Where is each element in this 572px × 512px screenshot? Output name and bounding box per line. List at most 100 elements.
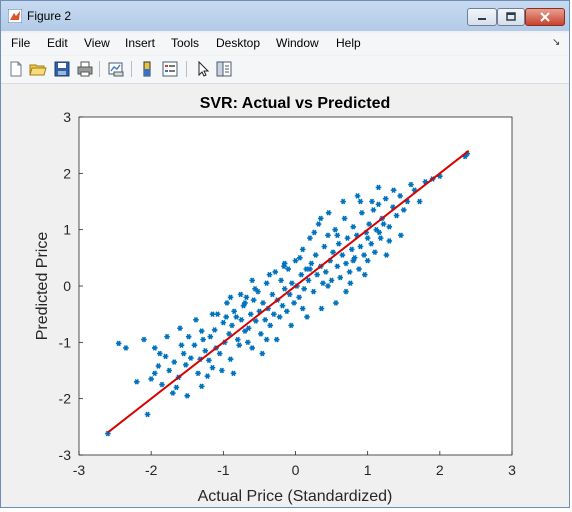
data-point — [350, 224, 357, 230]
data-point — [249, 345, 255, 351]
data-point — [191, 342, 198, 348]
minimize-icon — [478, 18, 486, 20]
close-button[interactable] — [525, 8, 565, 26]
data-point — [315, 221, 322, 227]
data-point — [273, 336, 280, 343]
data-point — [164, 333, 170, 340]
data-point — [269, 291, 276, 298]
data-point — [291, 300, 297, 306]
data-point — [202, 347, 209, 354]
data-point — [348, 246, 355, 253]
menu-overflow-arrow-icon[interactable]: ↘ — [552, 37, 561, 48]
data-point — [216, 350, 223, 357]
legend-icon[interactable] — [161, 60, 179, 78]
data-point — [289, 280, 295, 287]
data-point — [245, 325, 252, 332]
data-point — [386, 224, 393, 230]
data-point — [211, 327, 218, 333]
data-point — [284, 308, 290, 315]
data-point — [356, 266, 362, 272]
data-point — [297, 255, 303, 261]
data-point — [263, 336, 270, 343]
data-point — [260, 300, 266, 306]
data-point — [298, 271, 305, 278]
data-point — [285, 266, 292, 272]
data-point — [279, 302, 286, 309]
save-icon[interactable] — [53, 60, 71, 78]
data-point — [177, 325, 183, 332]
data-point — [307, 266, 313, 272]
data-point — [242, 300, 248, 306]
y-tick-label: 2 — [63, 165, 71, 181]
x-tick-label: -2 — [145, 462, 158, 478]
data-point — [376, 229, 383, 236]
data-point — [281, 260, 288, 267]
data-point — [276, 314, 283, 320]
data-point — [357, 243, 364, 250]
data-point — [252, 285, 258, 292]
menu-tools[interactable]: Tools — [171, 36, 200, 50]
data-point — [361, 252, 367, 258]
x-tick-label: -3 — [73, 462, 86, 478]
maximize-button[interactable] — [497, 8, 525, 26]
y-axis: 3 2 1 0 -1 -2 -3 — [59, 109, 83, 463]
data-point — [346, 269, 353, 275]
data-point — [170, 390, 176, 396]
title-bar[interactable]: Figure 2 — [1, 1, 569, 31]
print-icon[interactable] — [76, 60, 94, 78]
minimize-button[interactable] — [467, 8, 497, 26]
colorbar-icon[interactable] — [138, 60, 156, 78]
data-point — [255, 288, 261, 295]
data-point — [400, 207, 407, 213]
property-editor-icon[interactable] — [215, 60, 233, 78]
menu-bar: File Edit View Insert Tools Desktop Wind… — [1, 33, 569, 55]
pointer-icon[interactable] — [194, 60, 212, 78]
y-tick-label: 1 — [63, 222, 71, 238]
menu-window[interactable]: Window — [276, 36, 319, 50]
data-point — [292, 257, 299, 264]
menu-view[interactable]: View — [84, 36, 110, 50]
scatter-plot[interactable]: -3 -2 -1 0 1 2 3 3 2 1 0 -1 -2 -3 SVR: Actual vs Pre… — [2, 84, 568, 507]
menu-edit[interactable]: Edit — [47, 36, 68, 50]
data-point — [223, 314, 230, 320]
data-point — [337, 274, 344, 281]
menu-insert[interactable]: Insert — [125, 36, 156, 50]
data-point — [359, 209, 365, 216]
data-point — [245, 339, 251, 346]
link-plot-icon[interactable] — [107, 60, 125, 78]
x-tick-label: 3 — [508, 462, 516, 478]
data-point — [230, 370, 237, 377]
data-point — [249, 277, 255, 284]
menu-file[interactable]: File — [11, 36, 31, 50]
data-point — [227, 294, 234, 301]
data-point — [234, 336, 241, 343]
data-point — [151, 345, 158, 351]
data-point — [364, 257, 371, 264]
y-tick-label: 3 — [63, 109, 71, 125]
data-point — [204, 373, 211, 379]
data-point — [229, 322, 235, 329]
data-point — [334, 232, 341, 239]
menu-desktop[interactable]: Desktop — [216, 36, 261, 50]
y-tick-label: -2 — [59, 391, 72, 407]
data-point — [259, 350, 266, 357]
data-point — [198, 328, 205, 334]
data-point — [159, 381, 165, 388]
data-point — [262, 316, 268, 323]
data-point — [393, 212, 400, 219]
data-point — [226, 331, 232, 337]
data-point — [366, 221, 372, 227]
data-point — [320, 280, 326, 287]
data-point — [357, 198, 364, 205]
data-point — [272, 269, 279, 275]
data-point — [305, 277, 312, 284]
data-point — [341, 215, 348, 222]
data-point — [236, 342, 243, 348]
data-point — [299, 246, 306, 253]
data-point — [334, 263, 341, 270]
data-point — [115, 340, 122, 347]
menu-help[interactable]: Help — [336, 36, 361, 50]
new-figure-icon[interactable] — [7, 60, 25, 78]
open-file-icon[interactable] — [29, 60, 47, 78]
data-point — [193, 316, 199, 323]
